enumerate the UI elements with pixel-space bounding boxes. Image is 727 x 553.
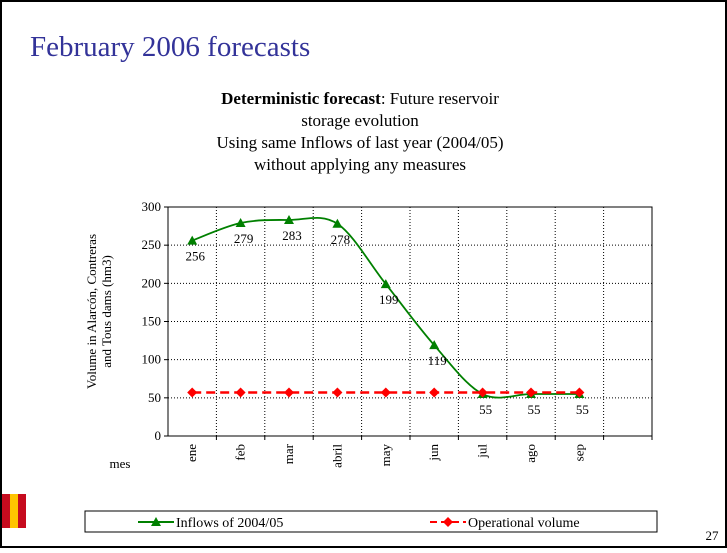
data-label: 119 (428, 353, 447, 368)
point (332, 218, 343, 228)
data-label: 55 (479, 402, 492, 417)
legend-label: Inflows of 2004/05 (176, 516, 283, 531)
legend-box (84, 510, 658, 533)
y-tick-label: 300 (142, 199, 162, 214)
point (429, 340, 440, 350)
point (526, 387, 536, 398)
x-axis-label: mes (110, 456, 131, 471)
legend-marker (443, 517, 453, 527)
x-tick-label: abril (329, 444, 344, 468)
data-label: 279 (234, 231, 254, 246)
legend-label: Operational volume (468, 516, 580, 531)
y-axis-label: Volume in Alarcón, Contreras (84, 234, 99, 389)
point (187, 235, 198, 245)
point (235, 387, 246, 398)
x-tick-label: may (378, 444, 393, 467)
slide-title: February 2006 forecasts (30, 31, 310, 63)
point (429, 387, 440, 398)
data-label: 199 (379, 292, 399, 307)
x-tick-label: mar (281, 443, 296, 464)
page-number: 27 (706, 528, 720, 543)
y-tick-label: 250 (142, 237, 162, 252)
y-tick-label: 150 (142, 314, 162, 329)
point (477, 387, 488, 398)
chart: Deterministic forecast: Future reservoir… (84, 89, 658, 533)
chart-title-bold: Deterministic forecast (221, 89, 381, 108)
chart-title-line: without applying any measures (254, 155, 466, 174)
x-tick-label: ene (184, 444, 199, 462)
y-axis-label: and Tous dams (hm3) (99, 255, 114, 368)
chart-title-rest: : Future reservoir (381, 89, 499, 108)
data-label: 278 (331, 232, 351, 247)
x-tick-label: jul (475, 444, 490, 459)
y-tick-label: 100 (142, 352, 162, 367)
y-tick-label: 50 (148, 390, 161, 405)
logo (2, 494, 26, 528)
point (332, 387, 343, 398)
point (284, 387, 294, 398)
point (574, 387, 585, 398)
data-label: 55 (528, 402, 541, 417)
chart-title-line: Using same Inflows of last year (2004/05… (216, 133, 503, 152)
chart-title-line: storage evolution (301, 111, 419, 130)
x-tick-label: jun (426, 444, 441, 462)
x-tick-label: ago (523, 444, 538, 463)
data-label: 55 (576, 402, 589, 417)
point (187, 387, 198, 398)
plot-frame (167, 206, 653, 437)
x-tick-label: sep (571, 444, 586, 461)
data-label: 283 (282, 228, 302, 243)
legend-marker (151, 517, 161, 526)
y-tick-label: 200 (142, 275, 162, 290)
x-tick-label: feb (233, 444, 248, 461)
point (380, 279, 391, 289)
y-tick-label: 0 (155, 428, 162, 443)
data-label: 256 (185, 249, 205, 264)
point (235, 218, 246, 228)
point (380, 387, 391, 398)
chart-title: Deterministic forecast: Future reservoir (221, 89, 499, 108)
point (284, 214, 294, 224)
